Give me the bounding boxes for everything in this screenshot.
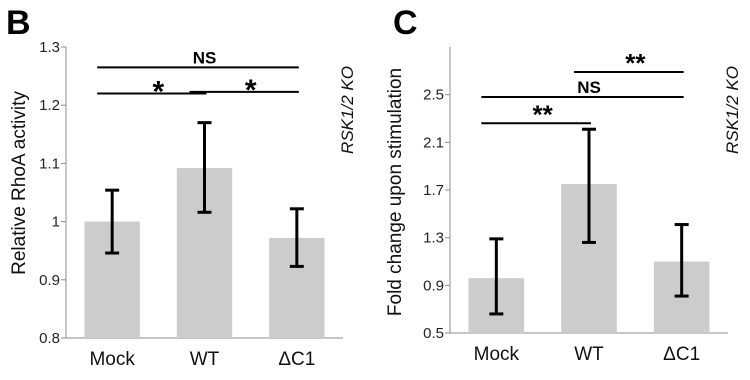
significance-label: ** — [625, 48, 646, 78]
significance-label: * — [152, 76, 164, 109]
error-bar — [289, 207, 304, 268]
genotype-annotation: RSK1/2 KO — [338, 66, 357, 154]
significance-label: NS — [577, 78, 601, 97]
significance-label: * — [245, 74, 257, 107]
y-tick-label: 0.9 — [423, 277, 444, 294]
x-tick-label: WT — [190, 349, 220, 370]
y-tick-label: 1.1 — [39, 155, 60, 172]
genotype-annotation: RSK1/2 KO — [723, 66, 742, 154]
y-tick-label: 0.5 — [423, 325, 444, 342]
y-tick-label: 1.3 — [423, 230, 444, 247]
y-tick-label: 2.1 — [423, 134, 444, 151]
x-tick-label: ΔC1 — [663, 344, 700, 365]
x-tick-label: WT — [574, 344, 604, 365]
error-bar — [197, 121, 212, 214]
plot-area: 0.5 0.9 1.3 1.7 2.1 2.5 Mock WT ΔC1 ** NS ** — [423, 47, 728, 365]
significance-label: NS — [193, 48, 217, 67]
chart-panel-c: C Fold change upon stimulation RSK1/2 KO… — [385, 4, 742, 365]
y-tick-label: 0.9 — [39, 272, 60, 289]
x-tick-label: ΔC1 — [278, 349, 315, 370]
error-bar — [105, 188, 120, 255]
x-tick-label: Mock — [474, 344, 520, 365]
y-axis-label: Relative RhoA activity — [9, 91, 30, 275]
x-tick-label: Mock — [89, 349, 135, 370]
error-bar — [489, 237, 504, 316]
error-bar — [674, 223, 689, 298]
error-bar — [582, 127, 596, 244]
y-tick-label: 1 — [52, 214, 60, 231]
y-axis-label: Fold change upon stimulation — [385, 68, 406, 316]
chart-panel-b: B Relative RhoA activity RSK1/2 KO 0.80.… — [6, 4, 357, 370]
y-tick-label: 0.8 — [39, 330, 60, 347]
y-tick-label: 2.5 — [423, 87, 444, 104]
y-tick-label: 1.2 — [39, 97, 60, 114]
panel-letter: C — [393, 4, 418, 42]
significance-label: ** — [533, 99, 554, 129]
panel-letter: B — [6, 4, 31, 42]
plot-area: 0.8 0.9 1 1.1 1.2 1.3 Mock WT ΔC1 * NS * — [39, 39, 343, 370]
y-tick-label: 1.7 — [423, 182, 444, 199]
y-tick-label: 1.3 — [39, 39, 60, 56]
